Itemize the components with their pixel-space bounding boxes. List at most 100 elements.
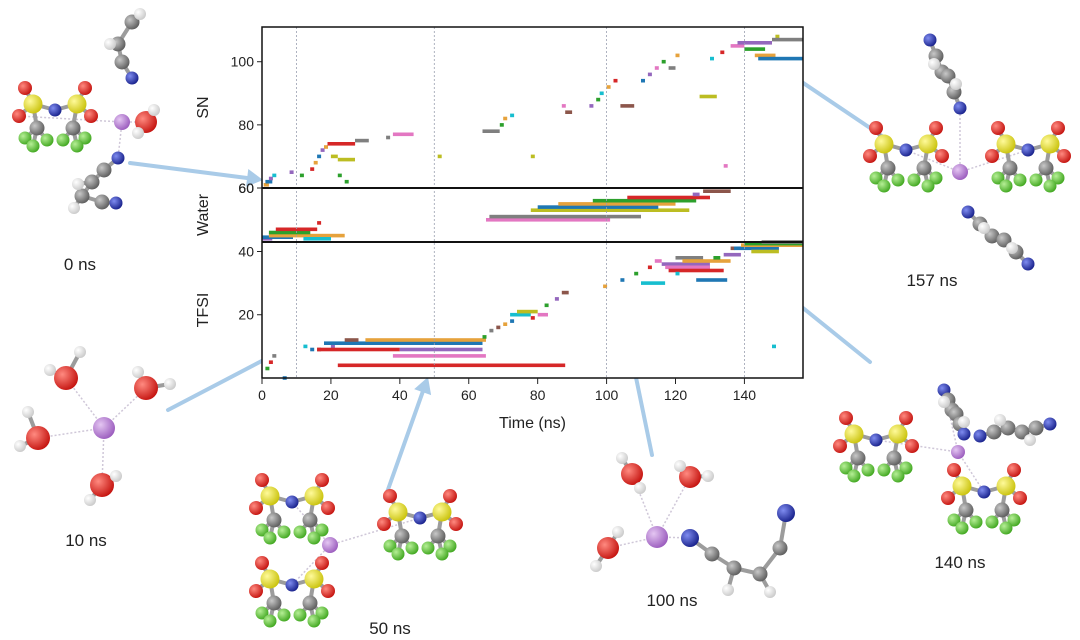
atom-s bbox=[388, 502, 408, 522]
data-segment bbox=[303, 344, 308, 349]
atom-f bbox=[921, 179, 935, 193]
atom-n bbox=[285, 578, 299, 592]
atom-c bbox=[124, 14, 140, 30]
data-segment bbox=[710, 56, 714, 61]
atom-c bbox=[880, 160, 896, 176]
atom-f bbox=[40, 133, 54, 147]
data-segment bbox=[365, 338, 486, 342]
atom-h bbox=[764, 586, 776, 598]
panel-ylabel: Water bbox=[195, 193, 212, 236]
atom-c bbox=[752, 566, 768, 582]
y-tick-label: 80 bbox=[238, 117, 254, 133]
data-segment bbox=[317, 347, 400, 352]
atom-f bbox=[263, 531, 277, 545]
data-segment bbox=[661, 59, 666, 64]
data-segment bbox=[692, 192, 700, 197]
molecule-50ns bbox=[249, 473, 463, 628]
data-segment bbox=[589, 104, 594, 108]
atom-f bbox=[1051, 171, 1065, 185]
atom-c bbox=[994, 502, 1010, 518]
atom-o bbox=[12, 109, 26, 123]
data-segment bbox=[268, 176, 273, 181]
data-segment bbox=[734, 246, 779, 251]
data-segment bbox=[565, 110, 573, 114]
atom-h bbox=[134, 8, 146, 20]
data-segment bbox=[489, 328, 494, 333]
atom-f bbox=[999, 179, 1013, 193]
atom-h bbox=[132, 127, 144, 139]
data-segment bbox=[486, 218, 611, 222]
atom-f bbox=[955, 521, 969, 535]
atom-o bbox=[1051, 121, 1065, 135]
atom-f bbox=[405, 541, 419, 555]
atom-s bbox=[260, 569, 280, 589]
data-segment bbox=[647, 72, 652, 77]
data-segment bbox=[720, 50, 725, 55]
atom-f bbox=[383, 539, 397, 553]
data-segment bbox=[620, 278, 625, 282]
data-segment bbox=[754, 53, 776, 58]
data-segment bbox=[675, 271, 680, 276]
atom-n bbox=[681, 529, 699, 547]
molecule-100ns bbox=[590, 452, 795, 598]
data-segment bbox=[310, 347, 315, 352]
plot-background bbox=[262, 27, 803, 378]
coordination-line bbox=[291, 544, 331, 586]
atom-c bbox=[1038, 160, 1054, 176]
x-tick-label: 0 bbox=[258, 387, 266, 403]
atom-o bbox=[135, 111, 157, 133]
atom-s bbox=[1040, 134, 1060, 154]
y-tick-label: 60 bbox=[238, 180, 254, 196]
atom-f bbox=[307, 614, 321, 628]
data-segment bbox=[758, 56, 803, 61]
atom-o bbox=[869, 121, 883, 135]
molecule-140ns bbox=[833, 383, 1057, 535]
data-segment bbox=[482, 129, 500, 133]
atom-f bbox=[1007, 513, 1021, 527]
atom-o bbox=[947, 463, 961, 477]
atom-f bbox=[315, 606, 329, 620]
data-segment bbox=[324, 341, 483, 345]
atom-f bbox=[985, 515, 999, 529]
atom-c bbox=[94, 194, 110, 210]
coordination-line bbox=[37, 427, 105, 439]
atom-f bbox=[899, 461, 913, 475]
atom-c bbox=[1002, 160, 1018, 176]
atom-h bbox=[950, 78, 962, 90]
atom-s bbox=[888, 424, 908, 444]
atom-n bbox=[111, 151, 125, 165]
atom-li bbox=[93, 417, 115, 439]
data-segment bbox=[330, 154, 338, 159]
atom-h bbox=[1024, 434, 1036, 446]
atom-f bbox=[255, 606, 269, 620]
data-segment bbox=[751, 249, 779, 254]
atom-n bbox=[1043, 417, 1057, 431]
atom-h bbox=[164, 378, 176, 390]
atom-o bbox=[18, 81, 32, 95]
panel-sn: 60 80 100 SN bbox=[195, 34, 803, 196]
data-segment bbox=[613, 78, 618, 83]
atom-f bbox=[18, 131, 32, 145]
atom-o bbox=[935, 149, 949, 163]
data-segment bbox=[265, 179, 273, 184]
atom-f bbox=[391, 547, 405, 561]
data-segment bbox=[313, 160, 318, 165]
snapshot-arrow bbox=[383, 377, 432, 500]
atom-o bbox=[929, 121, 943, 135]
atom-c bbox=[1000, 420, 1016, 436]
atom-f bbox=[877, 463, 891, 477]
atom-c bbox=[74, 188, 90, 204]
atom-c bbox=[266, 595, 282, 611]
atom-o bbox=[315, 556, 329, 570]
panel-tfsi: 20 40 TFSI bbox=[195, 240, 803, 380]
atom-s bbox=[23, 94, 43, 114]
atom-li bbox=[322, 537, 338, 553]
atom-o bbox=[90, 473, 114, 497]
atom-s bbox=[67, 94, 87, 114]
atom-f bbox=[56, 133, 70, 147]
atom-f bbox=[443, 539, 457, 553]
atom-c bbox=[984, 228, 1000, 244]
data-segment bbox=[620, 104, 635, 108]
atom-n bbox=[961, 205, 975, 219]
x-tick-label: 100 bbox=[595, 387, 619, 403]
